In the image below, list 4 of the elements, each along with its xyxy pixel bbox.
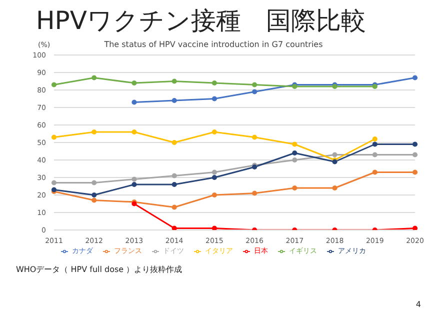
chart-title: HPVワクチン接種 国際比較	[36, 5, 366, 37]
text: 4	[416, 300, 421, 309]
text: WHOデータ（ HPV full dose ）より抜粋作成	[16, 264, 182, 275]
chart-subtitle: The status of HPV vaccine introduction in G7 countries	[104, 40, 323, 49]
